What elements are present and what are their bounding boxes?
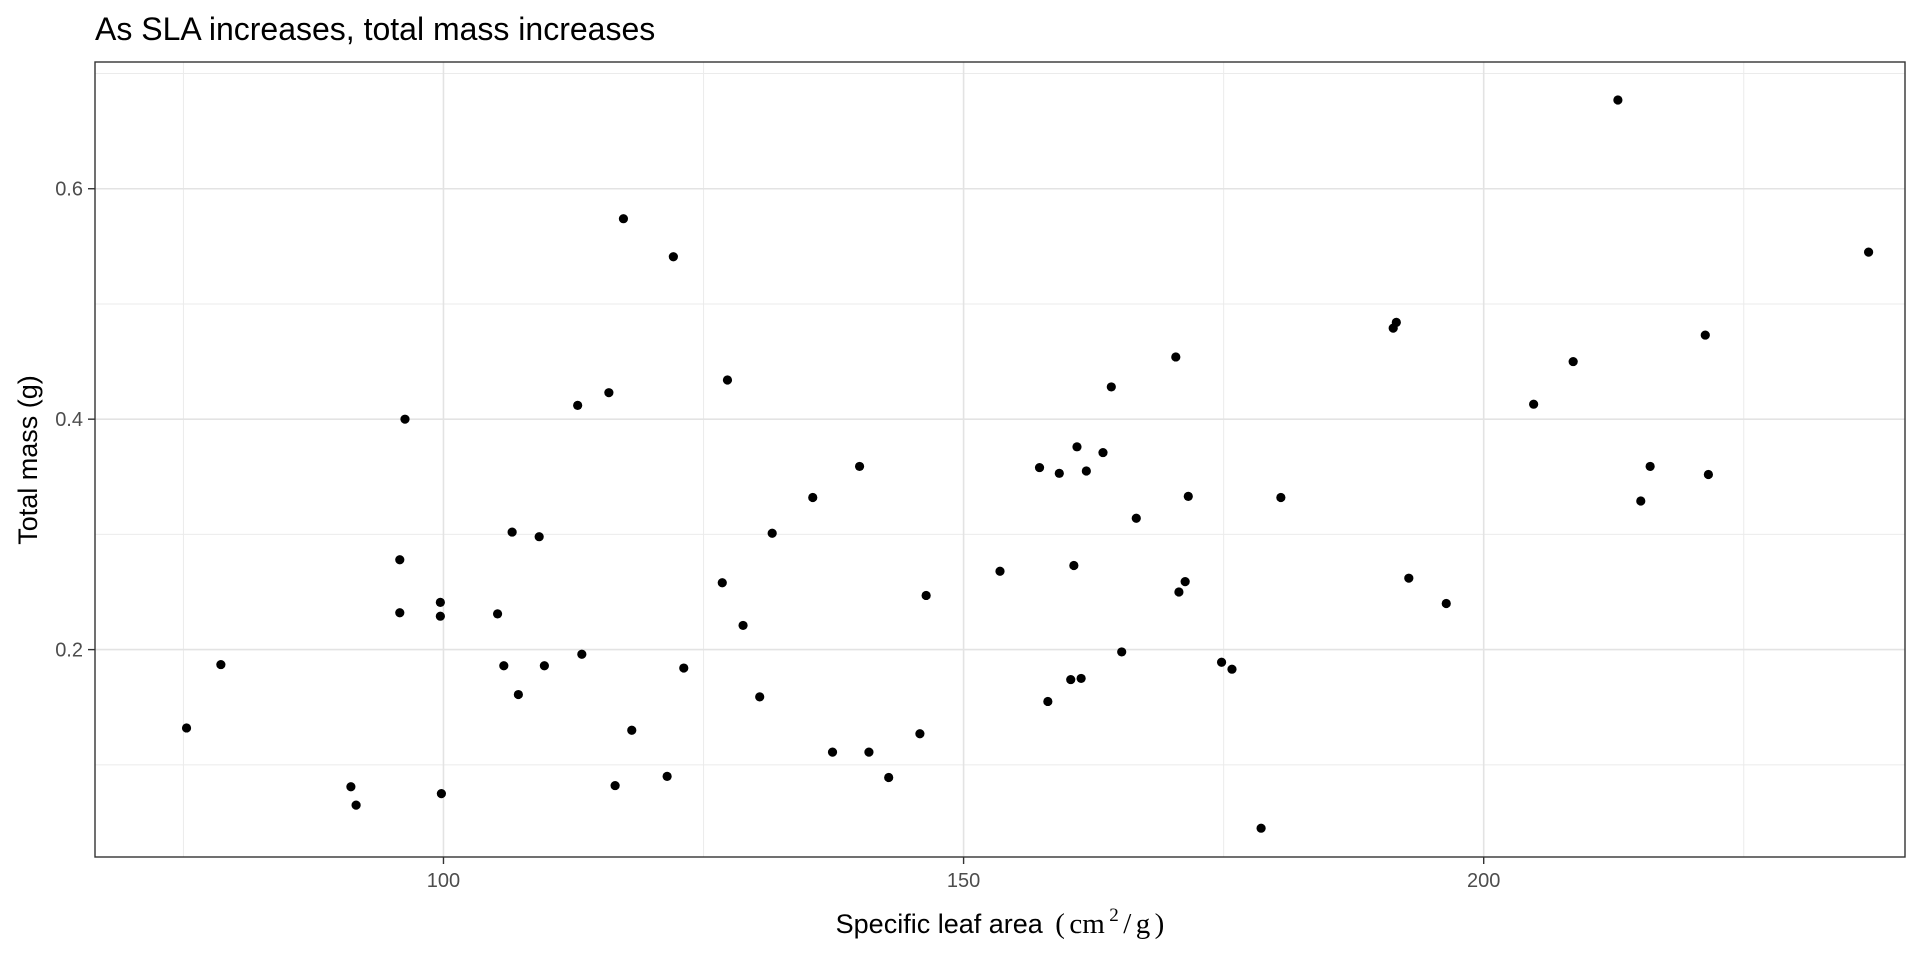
data-point bbox=[884, 772, 894, 783]
x-unit-base: cm bbox=[1069, 908, 1105, 940]
data-point bbox=[1066, 674, 1076, 685]
data-point bbox=[1391, 317, 1401, 327]
data-point bbox=[435, 597, 445, 607]
panel-border bbox=[94, 61, 1906, 858]
y-tick-label: 0.6 bbox=[55, 179, 83, 201]
data-point bbox=[1645, 461, 1655, 472]
data-point bbox=[351, 800, 361, 810]
data-point bbox=[539, 661, 549, 671]
data-point bbox=[1072, 442, 1082, 452]
data-point bbox=[1054, 468, 1064, 478]
data-point bbox=[808, 492, 818, 503]
y-axis-ticks: 0.2 0.4 0.6 bbox=[55, 179, 95, 662]
data-point bbox=[534, 532, 544, 542]
x-unit-close-paren: ) bbox=[1155, 908, 1165, 940]
x-tick-label: 200 bbox=[1467, 870, 1500, 892]
data-point bbox=[346, 782, 356, 792]
data-point bbox=[679, 663, 689, 673]
data-point bbox=[921, 590, 931, 601]
grid-minor bbox=[95, 62, 1905, 857]
data-point bbox=[668, 252, 678, 262]
data-point bbox=[507, 527, 517, 537]
data-point bbox=[1256, 823, 1266, 833]
panel-background bbox=[95, 62, 1905, 857]
data-point bbox=[492, 609, 503, 619]
data-point bbox=[1700, 330, 1710, 340]
data-point bbox=[1174, 587, 1184, 597]
data-point bbox=[864, 747, 874, 757]
x-unit-open-paren: ( bbox=[1055, 908, 1065, 940]
x-tick-label: 150 bbox=[947, 870, 980, 892]
x-unit-exponent: 2 bbox=[1109, 905, 1119, 926]
data-point bbox=[1441, 598, 1451, 609]
data-point bbox=[395, 555, 405, 565]
data-point bbox=[915, 729, 925, 739]
data-point bbox=[1404, 573, 1414, 583]
data-point bbox=[1043, 696, 1053, 707]
data-point bbox=[181, 723, 192, 733]
y-axis-title: Total mass (g) bbox=[13, 375, 43, 545]
data-point bbox=[513, 689, 523, 700]
data-point bbox=[610, 780, 620, 791]
data-point bbox=[627, 725, 637, 735]
data-point bbox=[216, 659, 226, 670]
data-point bbox=[604, 388, 614, 398]
data-point bbox=[767, 528, 777, 538]
x-axis-title: Specific leaf area ( cm 2 / g ) bbox=[836, 905, 1165, 940]
x-unit-denominator: g bbox=[1136, 908, 1151, 940]
y-tick-label: 0.2 bbox=[55, 640, 83, 662]
data-point bbox=[395, 608, 405, 618]
data-point bbox=[1180, 577, 1190, 587]
data-point bbox=[1076, 673, 1086, 684]
data-point bbox=[1227, 664, 1237, 674]
data-points bbox=[181, 95, 1874, 833]
data-point bbox=[738, 620, 748, 631]
data-point bbox=[995, 566, 1005, 576]
data-point bbox=[435, 611, 445, 621]
data-point bbox=[573, 400, 583, 410]
x-tick-label: 100 bbox=[427, 870, 460, 892]
x-axis-ticks: 100 150 200 bbox=[427, 857, 1500, 892]
data-point bbox=[1081, 466, 1091, 476]
data-point bbox=[1529, 399, 1539, 409]
data-point bbox=[436, 789, 446, 799]
data-point bbox=[722, 375, 733, 385]
data-point bbox=[854, 461, 865, 472]
grid-major bbox=[95, 62, 1905, 857]
data-point bbox=[1613, 95, 1623, 105]
data-point bbox=[717, 578, 727, 588]
data-point bbox=[1171, 352, 1181, 362]
data-point bbox=[1216, 657, 1227, 667]
data-point bbox=[1276, 492, 1286, 503]
data-point bbox=[1183, 491, 1193, 501]
data-point bbox=[1568, 356, 1578, 367]
data-point bbox=[1703, 469, 1713, 480]
data-point bbox=[400, 414, 410, 424]
data-point bbox=[1863, 247, 1874, 257]
data-point bbox=[1069, 560, 1079, 571]
data-point bbox=[1117, 647, 1127, 657]
data-point bbox=[1098, 447, 1108, 458]
x-unit-slash: / bbox=[1123, 908, 1132, 940]
data-point bbox=[1636, 496, 1646, 506]
data-point bbox=[618, 214, 629, 224]
data-point bbox=[1034, 462, 1045, 473]
data-point bbox=[1131, 513, 1141, 523]
data-point bbox=[662, 771, 672, 781]
data-point bbox=[577, 649, 587, 659]
x-axis-title-text: Specific leaf area bbox=[836, 909, 1044, 939]
data-point bbox=[827, 747, 838, 757]
chart-title: As SLA increases, total mass increases bbox=[95, 11, 655, 47]
y-tick-label: 0.4 bbox=[55, 409, 83, 431]
data-point bbox=[755, 692, 765, 702]
data-point bbox=[499, 661, 509, 671]
data-point bbox=[1106, 382, 1116, 392]
